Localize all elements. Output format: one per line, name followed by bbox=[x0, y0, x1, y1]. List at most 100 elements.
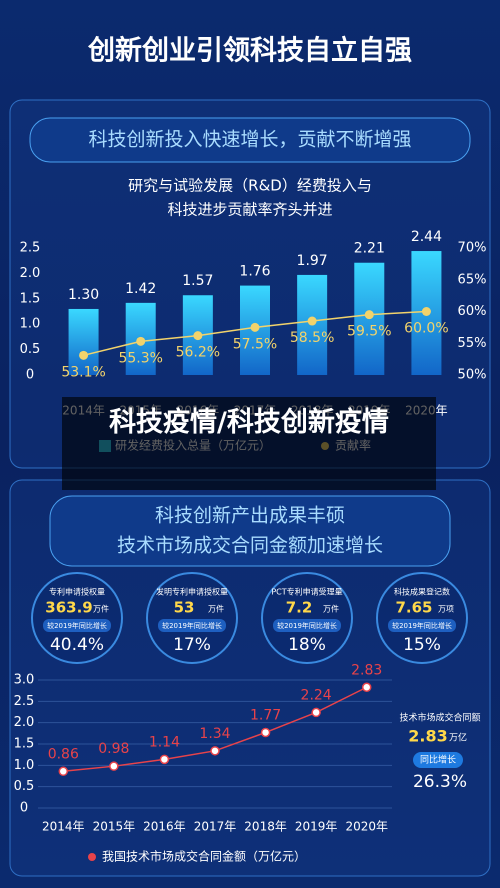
card-label: PCT专利申请受理量 bbox=[271, 587, 342, 597]
point bbox=[58, 766, 69, 777]
point-label: 55.3% bbox=[118, 350, 162, 366]
legend-marker bbox=[88, 853, 96, 861]
badge bbox=[413, 752, 463, 768]
point-label: 60.0% bbox=[404, 321, 448, 337]
y2-tick-label: 55% bbox=[458, 336, 487, 351]
y-tick-label: 0.5 bbox=[14, 779, 35, 794]
card-label: 科技成果登记数 bbox=[394, 587, 450, 597]
card-ring bbox=[376, 572, 468, 664]
side-label: 技术市场成交合同额 bbox=[399, 712, 480, 724]
card-growth: 15% bbox=[403, 635, 441, 655]
x-tick-label: 2017年 bbox=[194, 820, 237, 834]
overlay-title: 科技疫情/科技创新疫情 bbox=[62, 397, 436, 490]
y-tick-label: 1.5 bbox=[20, 291, 41, 306]
bar-label: 1.42 bbox=[125, 281, 156, 297]
y-tick-label: 1.0 bbox=[14, 758, 35, 773]
point-label: 1.14 bbox=[149, 734, 180, 750]
x-tick-label: 2014年 bbox=[42, 820, 85, 834]
card-ring bbox=[146, 572, 238, 664]
point-label: 53.1% bbox=[61, 364, 105, 380]
point bbox=[193, 331, 203, 341]
badge bbox=[273, 619, 341, 632]
section-title: 科技创新投入快速增长，贡献不断增强 bbox=[88, 129, 411, 151]
x-tick-label: 2016年 bbox=[143, 820, 186, 834]
side-unit: 万亿 bbox=[449, 732, 467, 744]
x-tick-label: 2019年 bbox=[295, 820, 338, 834]
point-label: 0.86 bbox=[48, 746, 79, 762]
bar-label: 1.97 bbox=[297, 253, 328, 269]
point-label: 2.83 bbox=[351, 662, 382, 678]
card-compare: 较2019年同比增长 bbox=[277, 621, 337, 630]
side-compare: 同比增长 bbox=[420, 754, 456, 766]
card-compare: 较2019年同比增长 bbox=[392, 621, 452, 630]
card-ring bbox=[31, 572, 123, 664]
section-title-box bbox=[49, 495, 451, 567]
y-tick-label: 2.0 bbox=[20, 266, 41, 281]
point bbox=[311, 707, 321, 718]
point bbox=[109, 761, 119, 771]
point-label: 1.34 bbox=[199, 726, 230, 742]
point-label: 0.98 bbox=[98, 741, 129, 757]
card-unit: 万件 bbox=[93, 604, 109, 614]
section-title-box bbox=[29, 117, 471, 163]
point-label: 58.5% bbox=[290, 330, 334, 346]
chart-title: 研究与试验发展（R&D）经费投入与 bbox=[128, 177, 372, 195]
card-growth: 18% bbox=[288, 635, 326, 655]
section-title: 科技创新产出成果丰硕 bbox=[155, 505, 345, 527]
y2-tick-label: 70% bbox=[458, 241, 487, 256]
bar-label: 2.21 bbox=[354, 241, 385, 257]
point-label: 56.2% bbox=[176, 345, 220, 361]
card-unit: 万件 bbox=[208, 604, 224, 614]
card-label: 专利申请授权量 bbox=[49, 587, 105, 597]
card-growth: 17% bbox=[173, 635, 211, 655]
badge bbox=[43, 619, 111, 632]
card-ring bbox=[261, 572, 353, 664]
bar-label: 1.57 bbox=[182, 273, 213, 289]
x-tick-label: 2020年 bbox=[345, 820, 388, 834]
side-growth: 26.3% bbox=[413, 772, 467, 792]
bar-label: 2.44 bbox=[411, 229, 442, 245]
x-tick-label: 2015年 bbox=[93, 820, 136, 834]
point bbox=[159, 754, 170, 765]
y-tick-label: 0 bbox=[26, 368, 34, 383]
point bbox=[421, 307, 431, 316]
y-tick-label: 3.0 bbox=[14, 673, 35, 688]
chart-title: 科技进步贡献率齐头并进 bbox=[167, 201, 332, 219]
point bbox=[210, 746, 220, 756]
y-tick-label: 0.5 bbox=[20, 342, 41, 357]
legend-label: 我国技术市场成交合同金额（万亿元） bbox=[102, 849, 306, 864]
point bbox=[250, 322, 260, 332]
header-title: 创新创业引领科技自立自强 bbox=[87, 35, 412, 67]
section-title: 技术市场成交合同金额加速增长 bbox=[117, 535, 383, 557]
x-tick-label: 2018年 bbox=[244, 820, 287, 834]
side-box: 技术市场成交合同额 2.83 万亿 同比增长 26.3% bbox=[399, 712, 480, 793]
card-compare: 较2019年同比增长 bbox=[162, 621, 222, 630]
point bbox=[307, 316, 317, 326]
card-label: 发明专利申请授权量 bbox=[156, 587, 228, 597]
y-tick-label: 1.0 bbox=[20, 317, 41, 332]
point bbox=[361, 682, 372, 693]
card-growth: 40.4% bbox=[50, 635, 104, 655]
point bbox=[136, 336, 146, 346]
y-tick-label: 2.5 bbox=[14, 694, 35, 709]
y-tick-label: 0 bbox=[20, 801, 28, 816]
point-label: 59.5% bbox=[347, 324, 391, 340]
point-label: 57.5% bbox=[233, 336, 277, 352]
card-unit: 万项 bbox=[438, 605, 454, 614]
point bbox=[260, 727, 271, 738]
y2-tick-label: 50% bbox=[458, 368, 487, 383]
side-value: 2.83 bbox=[408, 727, 447, 746]
badge bbox=[388, 619, 456, 632]
bar-label: 1.76 bbox=[239, 264, 270, 280]
y-tick-label: 2.5 bbox=[20, 241, 41, 256]
y2-tick-label: 65% bbox=[458, 272, 487, 287]
y-tick-label: 1.5 bbox=[14, 737, 35, 752]
point-label: 2.24 bbox=[301, 687, 332, 703]
y2-tick-label: 60% bbox=[458, 304, 487, 319]
card-value: 53 bbox=[174, 599, 195, 617]
card-value: 363.9 bbox=[45, 599, 92, 617]
card-unit: 万件 bbox=[323, 604, 339, 614]
card-compare: 较2019年同比增长 bbox=[47, 621, 107, 630]
point bbox=[79, 350, 89, 360]
